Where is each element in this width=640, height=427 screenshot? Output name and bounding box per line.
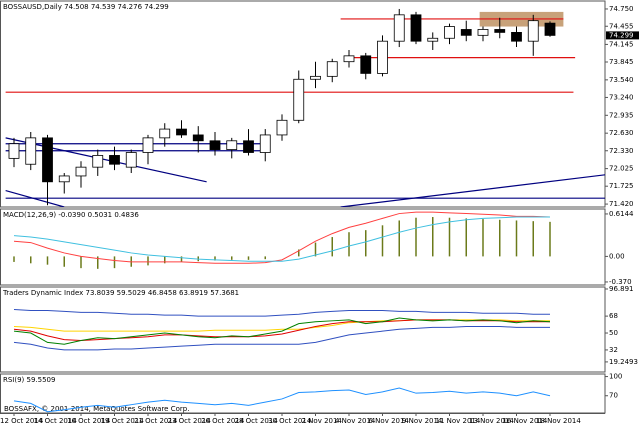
- candle-body: [243, 140, 254, 153]
- indicator-line: [13, 317, 551, 345]
- x-tick-label: 13 Nov 2014: [469, 417, 514, 425]
- candle-body: [310, 75, 321, 80]
- indicator-line: [13, 319, 550, 332]
- indicator-line: [13, 325, 550, 351]
- x-tick-label: 11 Nov 2014: [436, 417, 481, 425]
- candle-body: [192, 134, 204, 142]
- price-tag: [606, 31, 639, 40]
- x-tick-label: 2 Nov 2014: [302, 417, 343, 425]
- x-tick-label: 28 Oct 2014: [235, 417, 279, 425]
- candle-body: [343, 55, 355, 63]
- y-tick-label: 100: [609, 373, 622, 381]
- y-tick-label: 73.240: [609, 93, 634, 101]
- y-tick-label: 74.145: [609, 40, 634, 48]
- y-tick-label: 96.891: [609, 285, 634, 293]
- candle-body: [8, 143, 20, 159]
- y-tick-label: 71.725: [609, 182, 634, 190]
- y-tick-label: 73.540: [609, 76, 634, 84]
- candle-body: [377, 40, 388, 74]
- candle-body: [142, 137, 154, 153]
- y-tick-label: 70: [609, 392, 618, 400]
- x-tick-label: 23 Oct 2014: [168, 417, 212, 425]
- candle-body: [393, 14, 405, 42]
- candle-body: [544, 22, 556, 36]
- y-tick-label: 68: [609, 312, 618, 320]
- y-tick-label: 50: [609, 329, 618, 337]
- candle-body: [511, 32, 522, 42]
- candle-body: [477, 29, 489, 36]
- x-tick-label: 26 Oct 2014: [201, 417, 245, 425]
- candle-body: [293, 78, 305, 121]
- candle-body: [209, 140, 221, 150]
- indicator-line: [13, 216, 550, 262]
- candle-body: [444, 26, 455, 39]
- x-tick-label: 6 Nov 2014: [369, 417, 410, 425]
- indicator-line: [13, 309, 550, 317]
- trend-line: [340, 174, 605, 207]
- panel: [13, 309, 551, 351]
- candle-body: [360, 55, 372, 74]
- y-tick-label: 74.455: [609, 22, 634, 30]
- y-tick-label: -0.370: [609, 278, 632, 286]
- panel: [13, 387, 551, 413]
- candle-body: [125, 152, 137, 168]
- panel-title: BOSSAUSD,Daily 74.508 74.539 74.276 74.2…: [3, 3, 169, 11]
- price-tag-label: 74.299: [609, 31, 634, 39]
- panel-frame: [0, 0, 606, 208]
- y-tick-label: 71.420: [609, 200, 634, 208]
- y-tick-label: 72.025: [609, 165, 634, 173]
- candle-body: [427, 37, 439, 42]
- candle-body: [159, 128, 171, 139]
- y-tick-label: 72.630: [609, 129, 634, 137]
- candle-body: [410, 14, 422, 42]
- candle-body: [460, 29, 472, 36]
- candle-body: [58, 175, 70, 183]
- candle-body: [527, 20, 539, 42]
- candle-body: [226, 140, 238, 150]
- candle-body: [92, 155, 104, 168]
- panel: [5, 8, 605, 207]
- y-tick-label: 72.330: [609, 147, 634, 155]
- x-tick-label: 4 Nov 2014: [335, 417, 376, 425]
- x-tick-label: 16 Oct 2014: [67, 417, 111, 425]
- indicator-line: [13, 387, 551, 413]
- y-tick-label: 0.00: [609, 252, 625, 260]
- panel: [13, 211, 551, 269]
- x-tick-label: 30 Oct 2014: [268, 417, 312, 425]
- y-tick-label: 0.6144: [609, 210, 634, 218]
- y-tick-label: 73.845: [609, 58, 634, 66]
- candle-body: [75, 166, 87, 177]
- candle-body: [276, 119, 288, 136]
- panel-title: Traders Dynamic Index 73.8039 59.5029 46…: [2, 289, 239, 297]
- x-tick-label: 9 Nov 2014: [402, 417, 443, 425]
- x-tick-label: 14 Oct 2014: [34, 417, 78, 425]
- panel-title: RSI(9) 59.5509: [3, 376, 55, 384]
- candle-body: [326, 61, 338, 77]
- x-tick-label: 12 Oct 2014: [0, 417, 44, 425]
- x-tick-label: 19 Oct 2014: [101, 417, 145, 425]
- y-tick-label: 74.750: [609, 5, 634, 13]
- candle-body: [176, 128, 187, 136]
- y-tick-label: 32: [609, 346, 618, 354]
- panel-title: MACD(12,26,9) -0.0390 0.5031 0.4836: [3, 211, 139, 219]
- y-tick-label: 72.935: [609, 111, 634, 119]
- trend-line: [5, 137, 207, 183]
- panel-frame: [0, 286, 606, 373]
- candle-body: [25, 137, 37, 165]
- candle-body: [259, 134, 271, 153]
- y-tick-label: 19.2493: [609, 358, 638, 366]
- candle-body: [494, 29, 506, 33]
- panel-frame: [0, 208, 606, 286]
- x-tick-label: 16 Nov 2014: [503, 417, 548, 425]
- x-tick-label: 21 Oct 2014: [134, 417, 178, 425]
- candle-body: [109, 155, 120, 165]
- copyright: BOSSAFX, © 2001-2014, MetaQuotes Softwar…: [4, 405, 189, 413]
- indicator-line: [13, 211, 551, 264]
- candle-body: [42, 137, 53, 183]
- x-tick-label: 18 Nov 2014: [536, 417, 581, 425]
